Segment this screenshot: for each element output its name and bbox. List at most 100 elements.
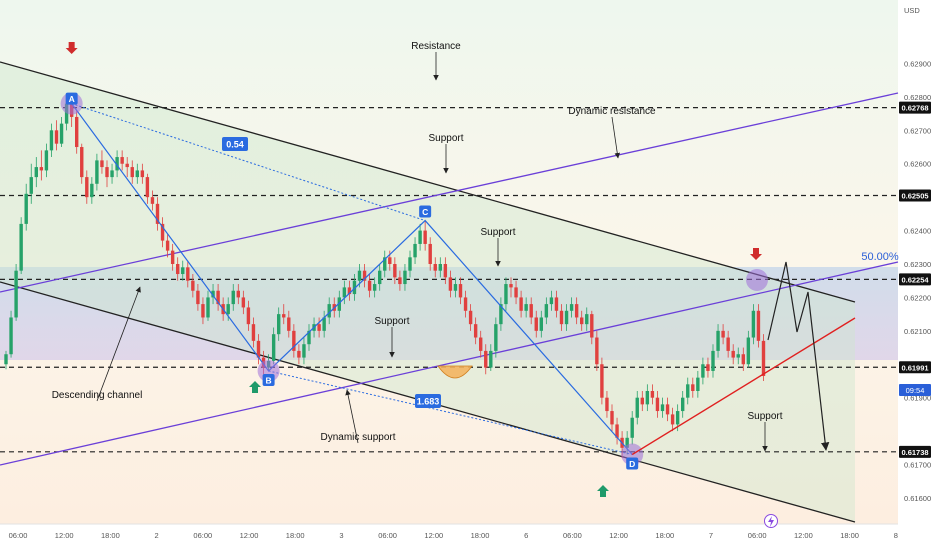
candle-26 — [135, 163, 139, 184]
annotation-dynamic-support: Dynamic support — [320, 389, 396, 444]
price-axis: USD 0.62900 0.62800 0.62700 0.62600 0.62400 0.… — [899, 6, 931, 503]
price-badge-text: 0.62768 — [901, 104, 928, 113]
candle-body — [635, 397, 639, 418]
candle-106 — [539, 310, 543, 338]
candle-108 — [549, 290, 554, 311]
time-tick-12: 06:00 — [563, 531, 582, 540]
candle-50 — [256, 334, 261, 365]
candlestick-series — [4, 93, 766, 458]
candle-136 — [691, 377, 695, 398]
candle-58 — [297, 344, 301, 365]
candle-69 — [352, 274, 357, 301]
candle-1 — [9, 310, 13, 358]
candle-body — [610, 411, 614, 425]
ab-ratio-badge-bg — [222, 137, 248, 151]
candle-body — [90, 183, 94, 198]
candle-91 — [463, 290, 468, 318]
candle-body — [458, 284, 463, 298]
candle-body — [569, 304, 574, 311]
candle-body — [640, 397, 644, 405]
candle-148 — [751, 304, 756, 345]
time-tick-9: 12:00 — [424, 531, 443, 540]
candle-88 — [448, 270, 453, 298]
candle-137 — [696, 370, 700, 398]
currency-label: USD — [904, 6, 920, 15]
candle-68 — [347, 280, 352, 301]
top-red-arrow-icon — [65, 42, 78, 54]
candle-body — [509, 284, 513, 288]
candle-body — [504, 284, 508, 305]
annotation-text: Descending channel — [52, 390, 143, 401]
candle-33 — [170, 243, 175, 271]
candle-body — [256, 340, 261, 358]
annotation-support-center: Support — [374, 316, 410, 358]
candle-31 — [160, 217, 165, 248]
ab-ratio-badge-text: 0.54 — [226, 140, 244, 150]
candle-16 — [85, 170, 89, 204]
candle-78 — [398, 270, 402, 291]
candle-body — [337, 297, 341, 311]
candle-body — [75, 116, 79, 148]
pattern-point-label: B — [266, 375, 272, 385]
ab-ratio-badge: 0.54 — [222, 137, 248, 151]
candle-99 — [504, 277, 508, 311]
candle-body — [226, 304, 230, 315]
candle-117 — [595, 330, 599, 371]
lightning-icon-bolt — [768, 516, 774, 527]
candle-body — [95, 160, 99, 184]
candle-29 — [150, 190, 155, 211]
pattern-point-badge — [626, 457, 639, 470]
candle-79 — [403, 264, 407, 291]
candle-111 — [564, 304, 569, 331]
candle-60 — [307, 324, 311, 351]
candle-body — [378, 270, 382, 285]
candle-77 — [393, 257, 397, 285]
candle-body — [176, 264, 180, 275]
price-badge-4: 0.61738 — [899, 445, 931, 458]
candle-body — [327, 304, 331, 318]
candle-86 — [438, 257, 442, 278]
price-tick-5: 0.62300 — [904, 260, 931, 269]
annotation-text: Support — [747, 411, 782, 422]
candle-37 — [191, 274, 195, 298]
candle-body — [307, 330, 311, 345]
candle-80 — [408, 250, 412, 278]
dynamic-resistance-line — [0, 92, 899, 293]
annotation-text: Support — [480, 227, 515, 238]
candle-body — [408, 257, 412, 271]
candle-98 — [499, 297, 503, 331]
candle-body — [534, 317, 538, 331]
time-tick-6: 18:00 — [286, 531, 305, 540]
candle-53 — [271, 327, 276, 365]
d-green-arrow-icon — [597, 485, 609, 497]
pattern-point-label: A — [69, 94, 75, 104]
candle-body — [484, 350, 488, 368]
candle-body — [726, 337, 730, 351]
candle-134 — [681, 391, 685, 418]
candle-30 — [155, 197, 160, 231]
time-tick-3: 2 — [155, 531, 159, 540]
candle-139 — [706, 357, 710, 378]
candle-body — [145, 177, 150, 198]
annotation-dynamic-resistance: Dynamic resistance — [568, 106, 656, 159]
time-tick-4: 06:00 — [193, 531, 212, 540]
candle-45 — [231, 284, 235, 311]
current-price-badge: 09:54 — [899, 383, 931, 396]
candle-135 — [686, 377, 690, 405]
candle-body — [413, 243, 417, 258]
candle-body — [186, 267, 190, 281]
candle-107 — [544, 297, 549, 325]
candle-40 — [206, 290, 210, 321]
time-tick-10: 18:00 — [471, 531, 490, 540]
candle-body — [706, 364, 710, 371]
candle-body — [54, 130, 59, 144]
candle-body — [605, 397, 609, 412]
annotation-text: Dynamic support — [320, 432, 395, 443]
candle-body — [282, 314, 286, 318]
candle-body — [271, 334, 276, 361]
candle-body — [660, 404, 665, 412]
time-tick-0: 06:00 — [9, 531, 28, 540]
candle-body — [681, 397, 685, 412]
candle-100 — [509, 277, 513, 298]
